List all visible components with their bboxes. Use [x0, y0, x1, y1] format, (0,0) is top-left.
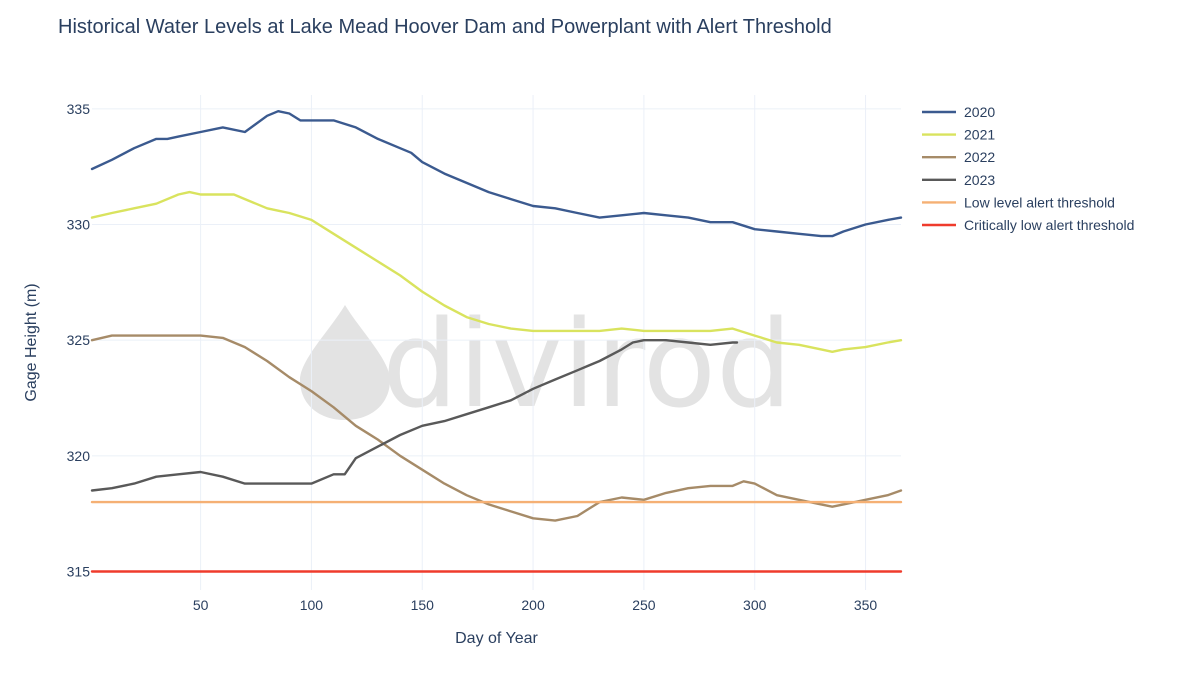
y-tick-label: 335 — [67, 101, 91, 117]
legend-item[interactable]: 2020 — [922, 104, 995, 120]
legend-label: 2023 — [964, 172, 995, 188]
x-tick-label: 250 — [632, 597, 656, 613]
x-tick-label: 300 — [743, 597, 767, 613]
legend-label: 2021 — [964, 127, 995, 143]
watermark-drop-icon — [300, 305, 390, 420]
chart-title: Historical Water Levels at Lake Mead Hoo… — [58, 16, 832, 38]
legend-label: Low level alert threshold — [964, 194, 1115, 210]
legend[interactable]: 2020 2021 2022 2023 Low level alert threshol… — [922, 104, 1134, 233]
series-line-2020[interactable] — [90, 109, 903, 238]
series-line-2022[interactable] — [90, 334, 903, 522]
legend-item[interactable]: 2022 — [922, 149, 995, 165]
watermark-logo: divirod — [300, 296, 792, 435]
y-axis-title: Gage Height (m) — [23, 283, 40, 401]
y-tick-label: 325 — [67, 332, 91, 348]
series-line-2021[interactable] — [90, 190, 903, 353]
legend-item[interactable]: 2021 — [922, 127, 995, 143]
y-tick-label: 330 — [67, 217, 91, 233]
series-line-2023[interactable] — [90, 339, 739, 492]
x-axis-title: Day of Year — [455, 630, 538, 647]
x-tick-label: 350 — [854, 597, 878, 613]
legend-label: Critically low alert threshold — [964, 217, 1134, 233]
legend-item[interactable]: Low level alert threshold — [922, 194, 1115, 210]
x-tick-label: 200 — [521, 597, 545, 613]
x-tick-label: 50 — [193, 597, 209, 613]
legend-label: 2020 — [964, 104, 995, 120]
x-tick-label: 100 — [300, 597, 324, 613]
legend-label: 2022 — [964, 149, 995, 165]
legend-item[interactable]: Critically low alert threshold — [922, 217, 1134, 233]
x-tick-label: 150 — [411, 597, 435, 613]
y-tick-label: 315 — [67, 563, 91, 579]
y-tick-label: 320 — [67, 448, 91, 464]
series-layer — [90, 109, 903, 573]
legend-item[interactable]: 2023 — [922, 172, 995, 188]
axis-layer: 50 100 150 200 250 300 350 315 320 325 330 335 — [67, 101, 878, 613]
